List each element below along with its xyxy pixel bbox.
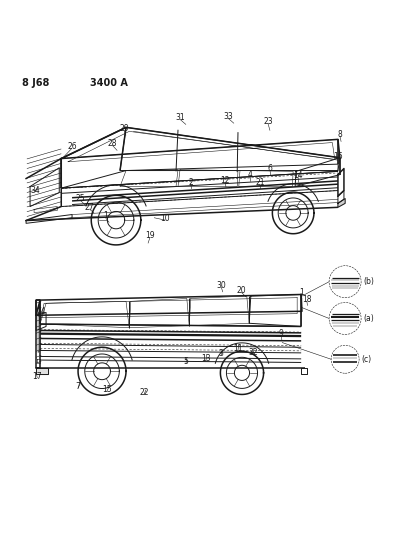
Text: 3400 A: 3400 A <box>90 78 128 88</box>
Text: 26: 26 <box>67 142 77 151</box>
Text: 27: 27 <box>84 203 94 212</box>
Polygon shape <box>36 368 48 375</box>
Text: 7: 7 <box>76 382 80 391</box>
Text: 33: 33 <box>223 112 233 121</box>
Text: 6: 6 <box>267 164 272 173</box>
Text: 10: 10 <box>160 214 170 223</box>
Text: 3: 3 <box>219 349 224 358</box>
Text: 21: 21 <box>255 178 265 187</box>
Text: 4: 4 <box>248 170 252 179</box>
Circle shape <box>331 345 359 373</box>
Text: 29: 29 <box>119 124 129 133</box>
Text: 28: 28 <box>107 139 117 148</box>
Text: 15: 15 <box>102 385 112 394</box>
Text: 24: 24 <box>36 307 46 316</box>
Text: 23: 23 <box>263 117 273 126</box>
Text: 30: 30 <box>216 281 226 290</box>
Text: 1: 1 <box>299 288 303 297</box>
Text: 20: 20 <box>236 286 246 295</box>
Text: 1: 1 <box>103 211 107 220</box>
Text: 16: 16 <box>333 152 343 160</box>
Text: 22: 22 <box>139 389 149 397</box>
Text: 8: 8 <box>338 130 342 139</box>
Polygon shape <box>338 198 345 207</box>
Text: 32: 32 <box>248 348 258 357</box>
Text: 17: 17 <box>32 372 42 381</box>
Text: 8 J68: 8 J68 <box>22 78 49 88</box>
Text: (c): (c) <box>362 355 372 364</box>
Text: 9: 9 <box>279 329 284 338</box>
Text: 11: 11 <box>233 344 243 353</box>
Text: (b): (b) <box>364 277 375 286</box>
Circle shape <box>329 303 361 335</box>
Text: 25: 25 <box>75 194 85 203</box>
Text: 12: 12 <box>221 176 230 185</box>
Text: 19: 19 <box>145 231 155 240</box>
Text: 34: 34 <box>30 186 40 195</box>
Text: 14: 14 <box>293 171 303 180</box>
Text: 13: 13 <box>201 354 211 363</box>
Circle shape <box>329 265 361 298</box>
Text: 31: 31 <box>175 113 185 122</box>
Text: 5: 5 <box>183 357 188 366</box>
Text: 18: 18 <box>302 295 311 304</box>
Text: 2: 2 <box>188 178 193 187</box>
Text: (a): (a) <box>364 314 374 323</box>
